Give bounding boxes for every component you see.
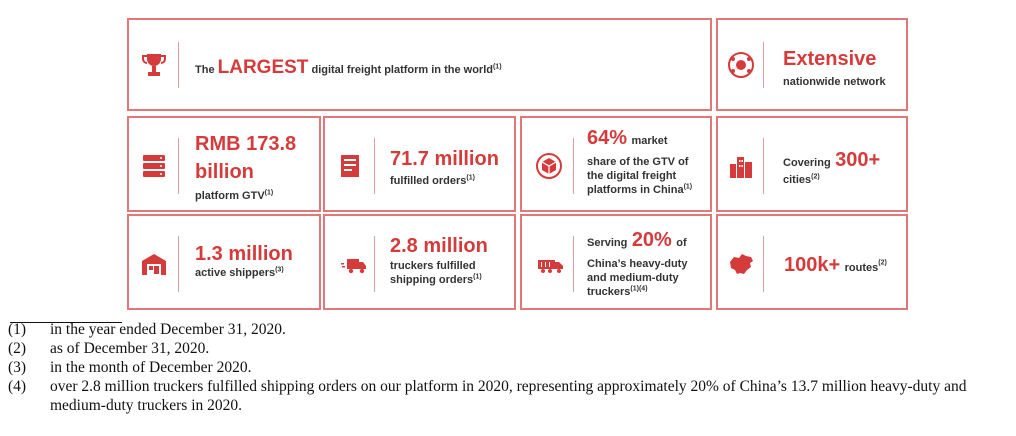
tile-fulfilled-orders: 71.7 million fulfilled orders(1) xyxy=(323,116,516,212)
serving-line1: Serving 20% of xyxy=(587,229,687,251)
divider xyxy=(763,42,764,88)
footnotes: (1) in the year ended December 31, 2020. … xyxy=(8,320,1008,415)
serving-line4: truckers(1)(4) xyxy=(587,285,648,298)
routes-line: 100k+ routes(2) xyxy=(784,254,887,276)
cities-line1: Covering 300+ xyxy=(783,149,881,171)
share-line4: platforms in China(1) xyxy=(587,183,693,196)
warehouse-icon xyxy=(139,249,169,279)
footnote-item: (3) in the month of December 2020. xyxy=(8,359,252,376)
footnote-item: (2) as of December 31, 2020. xyxy=(8,340,210,357)
document-list-icon xyxy=(335,151,365,181)
orders-label: fulfilled orders(1) xyxy=(390,174,475,187)
divider xyxy=(178,138,179,194)
divider xyxy=(573,138,574,194)
truckers-line2: shipping orders(1) xyxy=(390,273,482,286)
china-map-icon xyxy=(726,249,756,279)
tile-serving-truckers: Serving 20% of China’s heavy-duty and me… xyxy=(520,214,712,310)
divider xyxy=(573,236,574,292)
tile-cities: Covering 300+ cities(2) xyxy=(716,116,908,212)
truck-icon xyxy=(339,249,369,279)
extensive-title: Extensive xyxy=(783,48,877,70)
share-line2: share of the GTV of xyxy=(587,156,689,168)
tile-truckers: 2.8 million truckers fulfilled shipping … xyxy=(323,214,516,310)
trophy-icon xyxy=(139,50,169,80)
gtv-value-line2: billion xyxy=(195,161,254,183)
truckers-value: 2.8 million xyxy=(390,235,488,257)
heavy-truck-icon xyxy=(536,249,566,279)
tile-gtv: RMB 173.8 billion platform GTV(1) xyxy=(127,116,321,212)
tile-extensive-network: Extensive nationwide network xyxy=(716,18,908,111)
extensive-subtitle: nationwide network xyxy=(783,76,886,88)
orders-value: 71.7 million xyxy=(390,148,499,170)
divider xyxy=(763,236,764,292)
serving-line3: and medium-duty xyxy=(587,272,679,284)
footnote-rule xyxy=(10,322,122,323)
share-line1: 64% market xyxy=(587,127,668,149)
divider xyxy=(178,236,179,292)
server-stack-icon xyxy=(139,151,169,181)
divider xyxy=(374,236,375,292)
tile-routes: 100k+ routes(2) xyxy=(716,214,908,310)
globe-network-icon xyxy=(726,50,756,80)
gtv-value-line1: RMB 173.8 xyxy=(195,133,297,155)
tile-market-share: 64% market share of the GTV of the digit… xyxy=(520,116,712,212)
footnote-item: (4) over 2.8 million truckers fulfilled s… xyxy=(8,378,967,414)
divider xyxy=(178,42,179,88)
shippers-label: active shippers(3) xyxy=(195,266,284,279)
truckers-line1: truckers fulfilled xyxy=(390,260,476,272)
tile-largest-platform: The LARGEST digital freight platform in … xyxy=(127,18,712,111)
tile-active-shippers: 1.3 million active shippers(3) xyxy=(127,214,321,310)
serving-line2: China’s heavy-duty xyxy=(587,258,688,270)
cities-label: cities(2) xyxy=(783,173,820,186)
city-buildings-icon xyxy=(726,151,756,181)
shippers-value: 1.3 million xyxy=(195,243,293,265)
cube-icon xyxy=(534,151,564,181)
share-line3: the digital freight xyxy=(587,170,677,182)
divider xyxy=(374,138,375,194)
footnote-item: (1) in the year ended December 31, 2020. xyxy=(8,321,286,338)
divider xyxy=(763,138,764,194)
largest-text: The LARGEST digital freight platform in … xyxy=(195,57,502,78)
gtv-label: platform GTV(1) xyxy=(195,189,274,202)
